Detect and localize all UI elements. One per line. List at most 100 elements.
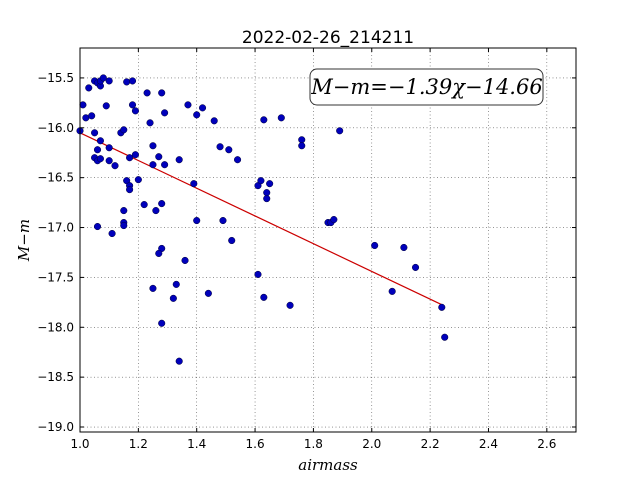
data-point: [263, 189, 271, 197]
data-point: [260, 293, 268, 301]
data-point: [146, 119, 154, 127]
y-tick-label: −18.0: [37, 320, 74, 334]
chart-title: 2022-02-26_214211: [242, 28, 414, 48]
data-point: [371, 241, 379, 250]
data-point: [155, 153, 163, 161]
data-point: [96, 155, 104, 163]
data-point: [210, 117, 218, 125]
data-point: [411, 263, 420, 271]
data-point: [140, 201, 148, 209]
x-tick-label: 1.4: [187, 437, 206, 451]
data-point: [400, 243, 408, 252]
data-point: [105, 77, 113, 85]
plot-background: [80, 48, 576, 432]
data-point: [175, 357, 183, 365]
data-point: [257, 177, 265, 185]
fit-line-group: [79, 132, 443, 306]
data-point: [388, 287, 396, 295]
data-point: [193, 217, 201, 225]
data-point: [336, 127, 344, 135]
data-point: [228, 236, 236, 245]
data-point: [149, 284, 157, 292]
y-tick-label: −15.5: [37, 71, 74, 85]
data-point: [158, 200, 166, 208]
data-point: [225, 146, 233, 154]
data-point: [158, 319, 166, 327]
data-point: [105, 144, 113, 152]
y-axis-label: M−m: [15, 219, 33, 262]
data-point: [88, 112, 96, 120]
data-point: [93, 146, 102, 154]
data-point: [155, 249, 163, 258]
y-tick-label: −19.0: [37, 420, 74, 434]
y-tick-label: −16.0: [37, 121, 74, 135]
data-point: [181, 256, 189, 264]
data-point: [128, 101, 137, 109]
data-point: [143, 89, 151, 97]
data-point: [120, 221, 128, 230]
data-points: [76, 74, 449, 365]
data-point: [263, 195, 271, 203]
data-point: [126, 154, 134, 162]
data-point: [126, 186, 134, 194]
data-point: [152, 207, 160, 215]
data-point: [161, 109, 169, 117]
plot-frame: [79, 47, 577, 433]
data-point: [123, 78, 131, 86]
data-point: [79, 101, 87, 109]
data-point: [216, 143, 224, 151]
data-point: [234, 156, 242, 164]
data-point: [184, 101, 192, 109]
data-point: [260, 116, 268, 124]
data-point: [254, 270, 262, 278]
data-point: [85, 84, 93, 92]
data-point: [149, 142, 157, 150]
y-tick-label: −17.5: [37, 270, 74, 284]
x-axis-label: airmass: [298, 456, 358, 474]
data-point: [158, 89, 166, 97]
data-point: [102, 102, 110, 110]
data-point: [193, 111, 201, 119]
data-point: [134, 176, 142, 184]
data-point: [91, 129, 99, 137]
x-tick-label: 1.2: [129, 437, 148, 451]
data-point: [298, 142, 306, 150]
x-tick-label: 1.8: [304, 437, 323, 451]
data-point: [128, 77, 137, 85]
data-point: [286, 301, 294, 309]
x-tick-label: 2.0: [362, 437, 381, 451]
data-point: [169, 294, 177, 302]
data-point: [277, 114, 285, 122]
data-point: [198, 104, 207, 112]
data-point: [330, 216, 338, 224]
fit-annotation: M−m=−1.39χ−14.66: [309, 68, 544, 106]
data-point: [96, 137, 104, 145]
x-tick-labels: 1.0 1.2 1.4 1.6 1.8 2.0 2.2 2.4 2.6: [70, 437, 556, 451]
x-tick-label: 1.6: [246, 437, 265, 451]
data-point: [219, 217, 227, 225]
y-tick-label: −18.5: [37, 370, 74, 384]
data-point: [441, 333, 449, 341]
data-point: [161, 161, 169, 169]
y-tick-labels: −15.5 −16.0 −16.5 −17.0 −17.5 −18.0 −18.5 −19.0: [37, 71, 74, 434]
grid-lines: [80, 48, 576, 432]
x-tick-label: 1.0: [70, 437, 89, 451]
annotation-box: [309, 68, 544, 106]
data-point: [131, 107, 139, 115]
y-tick-label: −17.0: [37, 221, 74, 235]
data-point: [204, 289, 212, 297]
x-tick-label: 2.4: [479, 437, 498, 451]
data-point: [149, 161, 157, 169]
data-point: [120, 207, 128, 215]
data-point: [266, 180, 274, 188]
fit-line: [79, 132, 443, 306]
data-point: [298, 136, 306, 144]
data-point: [131, 151, 139, 159]
data-point: [120, 126, 128, 134]
data-point: [108, 229, 116, 238]
x-tick-label: 2.6: [537, 437, 556, 451]
data-point: [190, 180, 198, 188]
y-tick-label: −16.5: [37, 171, 74, 185]
data-point: [93, 222, 102, 231]
